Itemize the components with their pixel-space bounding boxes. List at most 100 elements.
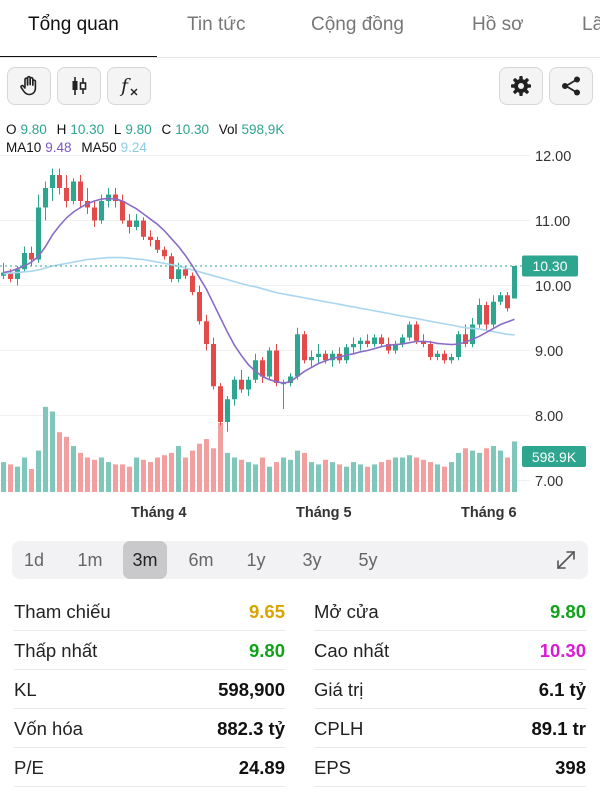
candle [0, 262, 7, 279]
volume-bar [399, 457, 406, 492]
share-button[interactable] [549, 67, 593, 105]
volume-bar [231, 457, 238, 492]
candle [42, 181, 49, 221]
volume-bar [91, 459, 98, 492]
candle [224, 396, 231, 432]
candle [119, 194, 126, 224]
candle-body [0, 272, 7, 276]
candle-body [147, 236, 154, 240]
expand-icon[interactable] [554, 548, 578, 572]
function-icon: f [119, 75, 138, 97]
volume-bar [280, 457, 287, 492]
ma50-line [3, 256, 515, 336]
candle-body [196, 292, 203, 322]
settings-button[interactable] [499, 67, 543, 105]
stat-reference: Tham chiếu 9.65 [14, 593, 285, 631]
tab-overview[interactable]: Tổng quan [28, 14, 119, 35]
candle [483, 301, 490, 331]
stat-value: 24.89 [238, 757, 285, 778]
svg-text:f: f [119, 75, 131, 97]
candle-body [168, 256, 175, 279]
volume-bar [161, 455, 168, 492]
stat-label: KL [14, 679, 37, 700]
tab-community[interactable]: Cộng đồng [311, 14, 404, 35]
volume-bar [133, 457, 140, 492]
candle [511, 266, 518, 299]
volume-bar [245, 462, 252, 492]
candle-body [427, 344, 434, 357]
chart-type-button[interactable] [57, 67, 101, 105]
candle [140, 217, 147, 240]
last-volume-label: 598.9K [532, 449, 577, 465]
stat-eps: EPS 398 [314, 749, 586, 787]
candle-body [119, 201, 126, 221]
range-6m[interactable]: 6m [188, 549, 214, 570]
volume-bar [203, 439, 210, 492]
candle-body [455, 334, 462, 357]
candle-body [413, 324, 420, 341]
volume-bar [406, 455, 413, 492]
tab-profile[interactable]: Hồ sơ [472, 14, 524, 35]
candle [259, 357, 266, 383]
stat-value: 398 [555, 757, 586, 778]
range-5y[interactable]: 5y [358, 549, 378, 570]
candle [357, 337, 364, 351]
indicators-button[interactable]: f [107, 67, 151, 105]
price-chart[interactable]: 12.00 11.00 10.00 9.00 8.00 7.00 Tháng 4… [0, 110, 600, 530]
candle [252, 353, 259, 383]
tab-news[interactable]: Tin tức [187, 14, 246, 35]
range-1y[interactable]: 1y [246, 549, 266, 570]
range-1m[interactable]: 1m [77, 549, 103, 570]
y-axis-ticks: 12.00 11.00 10.00 9.00 8.00 7.00 [535, 149, 571, 490]
ohlc-readout: O 9.80 H 10.30 L 9.80 C 10.30 Vol 598,9K [6, 122, 284, 137]
last-volume-badge: 598.9K [522, 446, 586, 467]
volume-bar [63, 436, 70, 492]
candle-body [273, 350, 280, 383]
volume-bar [504, 457, 511, 492]
volume-bar [21, 457, 28, 492]
candle [287, 373, 294, 387]
range-3m[interactable]: 3m [123, 541, 167, 579]
candle-body [210, 344, 217, 387]
candle-body [63, 188, 70, 201]
hand-tool-button[interactable] [7, 67, 51, 105]
volume-bar [273, 462, 280, 492]
candle-body [294, 334, 301, 377]
candle-body [287, 376, 294, 383]
range-1d[interactable]: 1d [23, 549, 45, 570]
stat-volume: KL 598,900 [14, 671, 285, 709]
tab-profit[interactable]: Lãi [582, 14, 600, 35]
candle-body [154, 240, 161, 250]
stat-label: Giá trị [314, 679, 364, 700]
volume-bar [217, 423, 224, 492]
candle [35, 194, 42, 263]
candle-body [49, 175, 56, 188]
candle [392, 340, 399, 354]
candle [301, 331, 308, 364]
volume-bar [490, 446, 497, 492]
volume-bar [196, 443, 203, 492]
candle-body [77, 181, 84, 201]
volume-bar [448, 462, 455, 492]
candle [203, 314, 210, 351]
candle [448, 353, 455, 364]
volume-bar [469, 450, 476, 492]
stat-open: Mở cửa 9.80 [314, 593, 586, 631]
candle [343, 344, 350, 364]
volume-bar [0, 462, 7, 492]
gear-icon [511, 76, 531, 96]
range-3y[interactable]: 3y [302, 549, 322, 570]
candle [371, 334, 378, 348]
candle-body [329, 353, 336, 361]
candle-body [301, 334, 308, 361]
volume-bar [392, 457, 399, 492]
candle-body [434, 353, 441, 357]
candle [133, 214, 140, 231]
volume-bar [322, 459, 329, 492]
volume-bar [126, 466, 133, 492]
candle [336, 347, 343, 364]
candle-body [70, 181, 77, 201]
candle-body [476, 305, 483, 325]
stat-value: 10.30 [539, 640, 586, 661]
volume-bar [77, 452, 84, 492]
